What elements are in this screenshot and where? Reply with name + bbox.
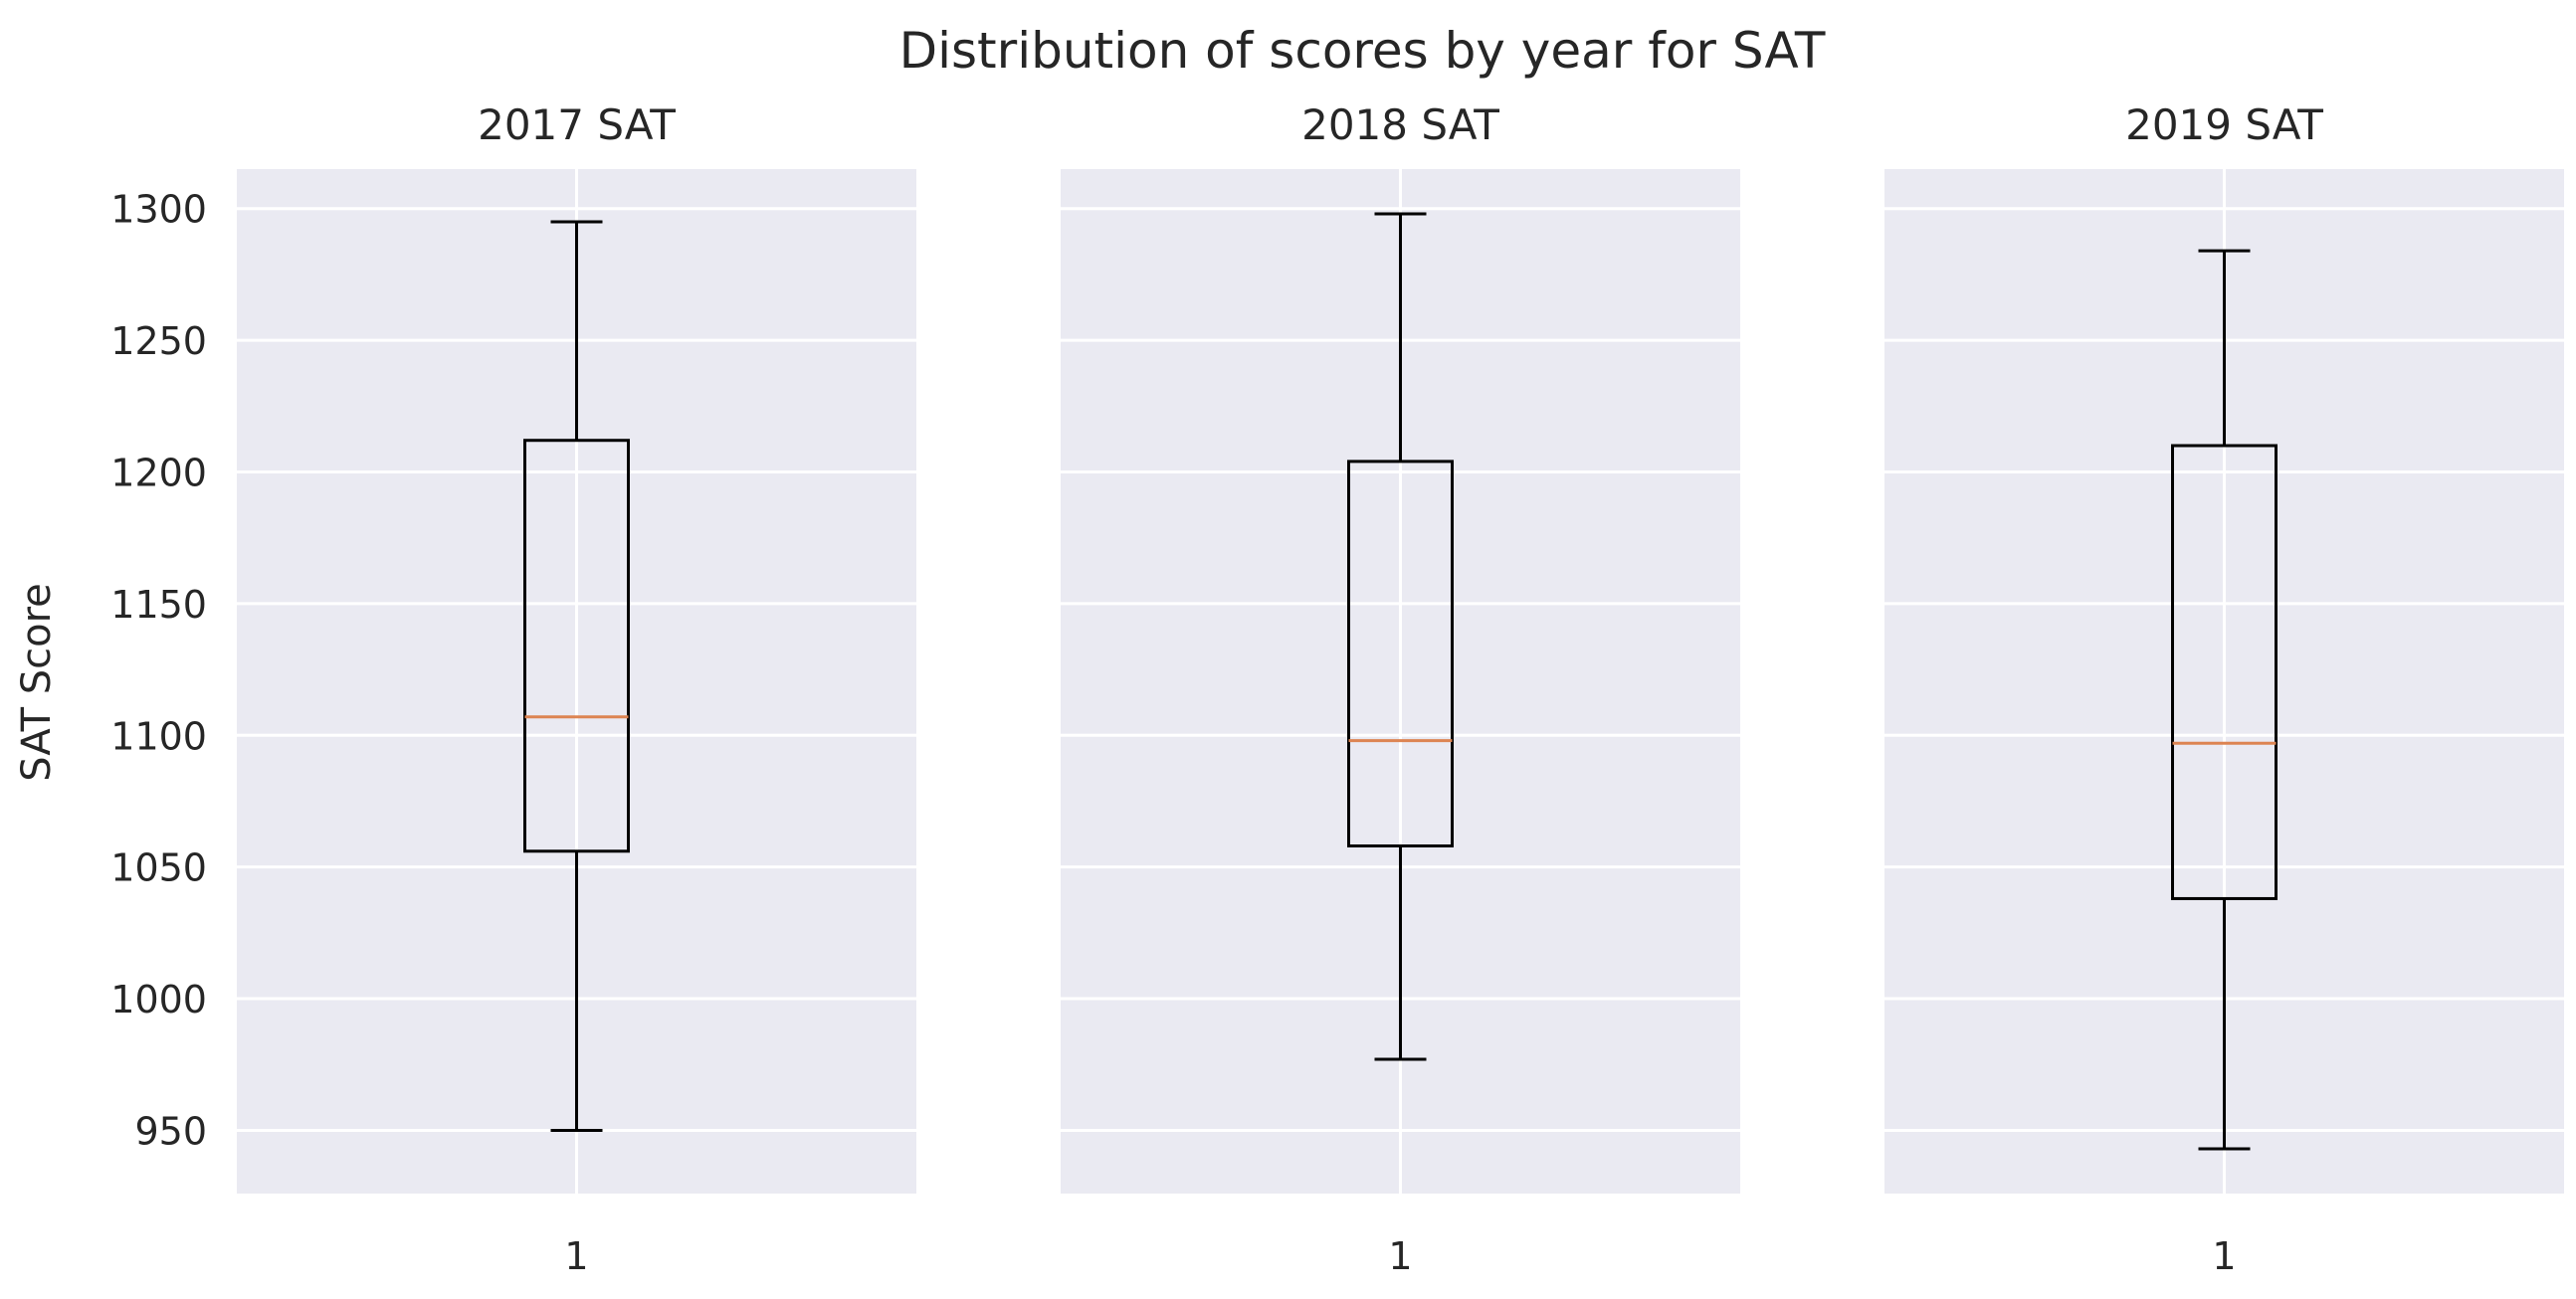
x-tick-label: 1 bbox=[1388, 1234, 1412, 1278]
subplot-panel: 950 1000 1050 1100 1150 1200 1250 1300 2017 SAT 1 bbox=[110, 100, 916, 1278]
x-tick-label: 1 bbox=[564, 1234, 588, 1278]
y-tick-label: 1250 bbox=[110, 319, 207, 363]
subplot-title: 2017 SAT bbox=[478, 100, 676, 149]
iqr-box bbox=[2171, 444, 2278, 900]
y-tick-label: 1050 bbox=[110, 846, 207, 890]
figure-title: Distribution of scores by year for SAT bbox=[899, 22, 1826, 80]
y-tick-label: 1300 bbox=[110, 188, 207, 232]
y-axis-label: SAT Score bbox=[14, 583, 60, 782]
subplot-title: 2018 SAT bbox=[1301, 100, 1499, 149]
iqr-box bbox=[523, 439, 630, 853]
subplot-panel: 2018 SAT 1 bbox=[1061, 100, 1740, 1278]
x-tick-label: 1 bbox=[2212, 1234, 2236, 1278]
y-tick-label: 1200 bbox=[110, 451, 207, 494]
subplot-panel: 2019 SAT 1 bbox=[1884, 100, 2564, 1278]
subplot-panels: 950 1000 1050 1100 1150 1200 1250 1300 2017 SAT 1… bbox=[110, 100, 2564, 1278]
y-tick-label: 950 bbox=[134, 1109, 207, 1153]
y-tick-label: 1150 bbox=[110, 583, 207, 627]
y-tick-label: 1100 bbox=[110, 714, 207, 758]
iqr-box bbox=[1347, 460, 1454, 847]
y-tick-label: 1000 bbox=[110, 978, 207, 1021]
subplot-title: 2019 SAT bbox=[2125, 100, 2323, 149]
